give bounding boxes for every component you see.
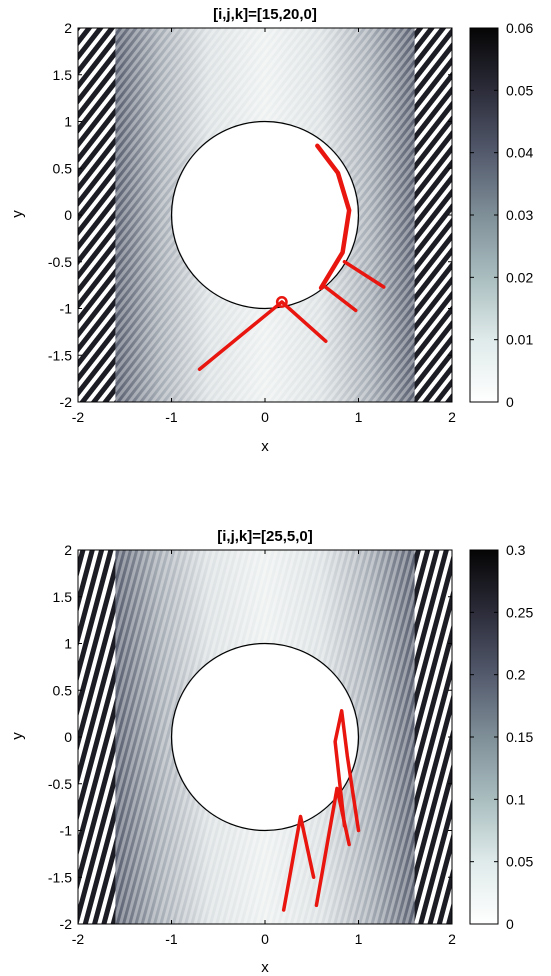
colorbar: 0 0.05 0.1 0.15 0.2 0.25 0.3 [469, 542, 533, 932]
right-wave-band [414, 550, 452, 924]
y-axis-label: y [9, 732, 26, 740]
x-tick-label: 2 [448, 409, 456, 425]
y-tick-label: 1.5 [53, 589, 73, 605]
y-tick-label: 1 [64, 114, 72, 130]
y-tick-label: -1 [60, 823, 73, 839]
ray-path [281, 814, 316, 912]
x-axis-ticks: -2 -1 0 1 2 [72, 28, 456, 425]
ray-arc [315, 143, 352, 291]
x-tick-label: -2 [72, 931, 85, 947]
y-tick-label: -2 [60, 916, 73, 932]
ray-path [333, 709, 361, 833]
y-tick-label: 0.5 [53, 160, 73, 176]
y-tick-label: -0.5 [48, 776, 72, 792]
colorbar-tick-label: 0.2 [506, 667, 526, 683]
x-tick-label: 0 [261, 409, 269, 425]
y-tick-label: -1.5 [48, 347, 72, 363]
colorbar-tick-label: 0.15 [506, 729, 533, 745]
ray-path [321, 283, 358, 313]
chart-title: [i,j,k]=[25,5,0] [217, 528, 312, 545]
x-tick-label: 1 [355, 409, 363, 425]
colorbar: 0 0.01 0.02 0.03 0.04 0.05 0.06 [469, 20, 533, 410]
right-wave-band [414, 28, 452, 402]
ray-path [342, 260, 386, 289]
y-tick-label: 2 [64, 542, 72, 558]
ray-loop [275, 296, 288, 308]
y-axis-label: y [9, 210, 26, 218]
colorbar-tick-label: 0 [506, 394, 514, 410]
x-tick-label: -2 [72, 409, 85, 425]
y-tick-label: 1 [64, 636, 72, 652]
colorbar-tick-label: 0.05 [506, 854, 533, 870]
colorbar-tick-label: 0.3 [506, 542, 526, 558]
x-tick-label: -1 [165, 409, 178, 425]
colorbar-tick-label: 0.04 [506, 145, 533, 161]
y-tick-label: -2 [60, 394, 73, 410]
colorbar-tick-label: 0.03 [506, 207, 533, 223]
y-tick-label: 2 [64, 20, 72, 36]
colorbar-tick-label: 0.1 [506, 791, 526, 807]
left-wave-band [78, 28, 116, 402]
colorbar-tick-label: 0.06 [506, 20, 533, 36]
colorbar-tick-label: 0.01 [506, 332, 533, 348]
x-axis-label: x [261, 438, 269, 455]
x-axis-label: x [261, 959, 269, 976]
x-tick-label: 0 [261, 931, 269, 947]
plot-area [77, 549, 453, 925]
y-axis-ticks: 2 1.5 1 0.5 0 -0.5 -1 -1.5 -2 [48, 542, 452, 932]
y-tick-label: 1.5 [53, 67, 73, 83]
obstacle-interior [172, 122, 358, 308]
y-tick-label: 0.5 [53, 682, 73, 698]
y-tick-label: -0.5 [48, 254, 72, 270]
colorbar-tick-label: 0.25 [506, 604, 533, 620]
colorbar-tick-label: 0 [506, 916, 514, 932]
x-axis-ticks: -2 -1 0 1 2 [72, 550, 456, 947]
left-wave-band [78, 550, 116, 924]
obstacle-interior [172, 644, 358, 830]
x-tick-label: -1 [165, 931, 178, 947]
colorbar-scale [469, 549, 499, 925]
obstacle-circle [170, 120, 360, 310]
colorbar-scale [469, 27, 499, 403]
chart-title: [i,j,k]=[15,20,0] [213, 6, 317, 23]
colorbar-tick-label: 0.02 [506, 269, 533, 285]
heatmap-panel-top: [i,j,k]=[15,20,0] -2 -1 0 1 2 21.510.50-0.5-… [9, 6, 533, 455]
x-tick-label: 2 [448, 931, 456, 947]
plot-area [77, 27, 453, 403]
y-tick-label: 0 [64, 207, 72, 223]
colorbar-tick-label: 0.05 [506, 82, 533, 98]
obstacle-circle [170, 642, 360, 832]
y-axis-ticks: 2 1.5 1 0.5 0 -0.5 -1 -1.5 -2 [48, 20, 452, 410]
x-tick-label: 1 [355, 931, 363, 947]
y-tick-label: 0 [64, 729, 72, 745]
y-tick-label: -1.5 [48, 869, 72, 885]
heatmap-panel-bottom: [i,j,k]=[25,5,0] -2 -1 0 1 2 2 1.5 1 0.5 0 -0.5 -1… [9, 528, 533, 976]
ray-path [197, 300, 328, 372]
y-tick-label: -1 [60, 301, 73, 317]
